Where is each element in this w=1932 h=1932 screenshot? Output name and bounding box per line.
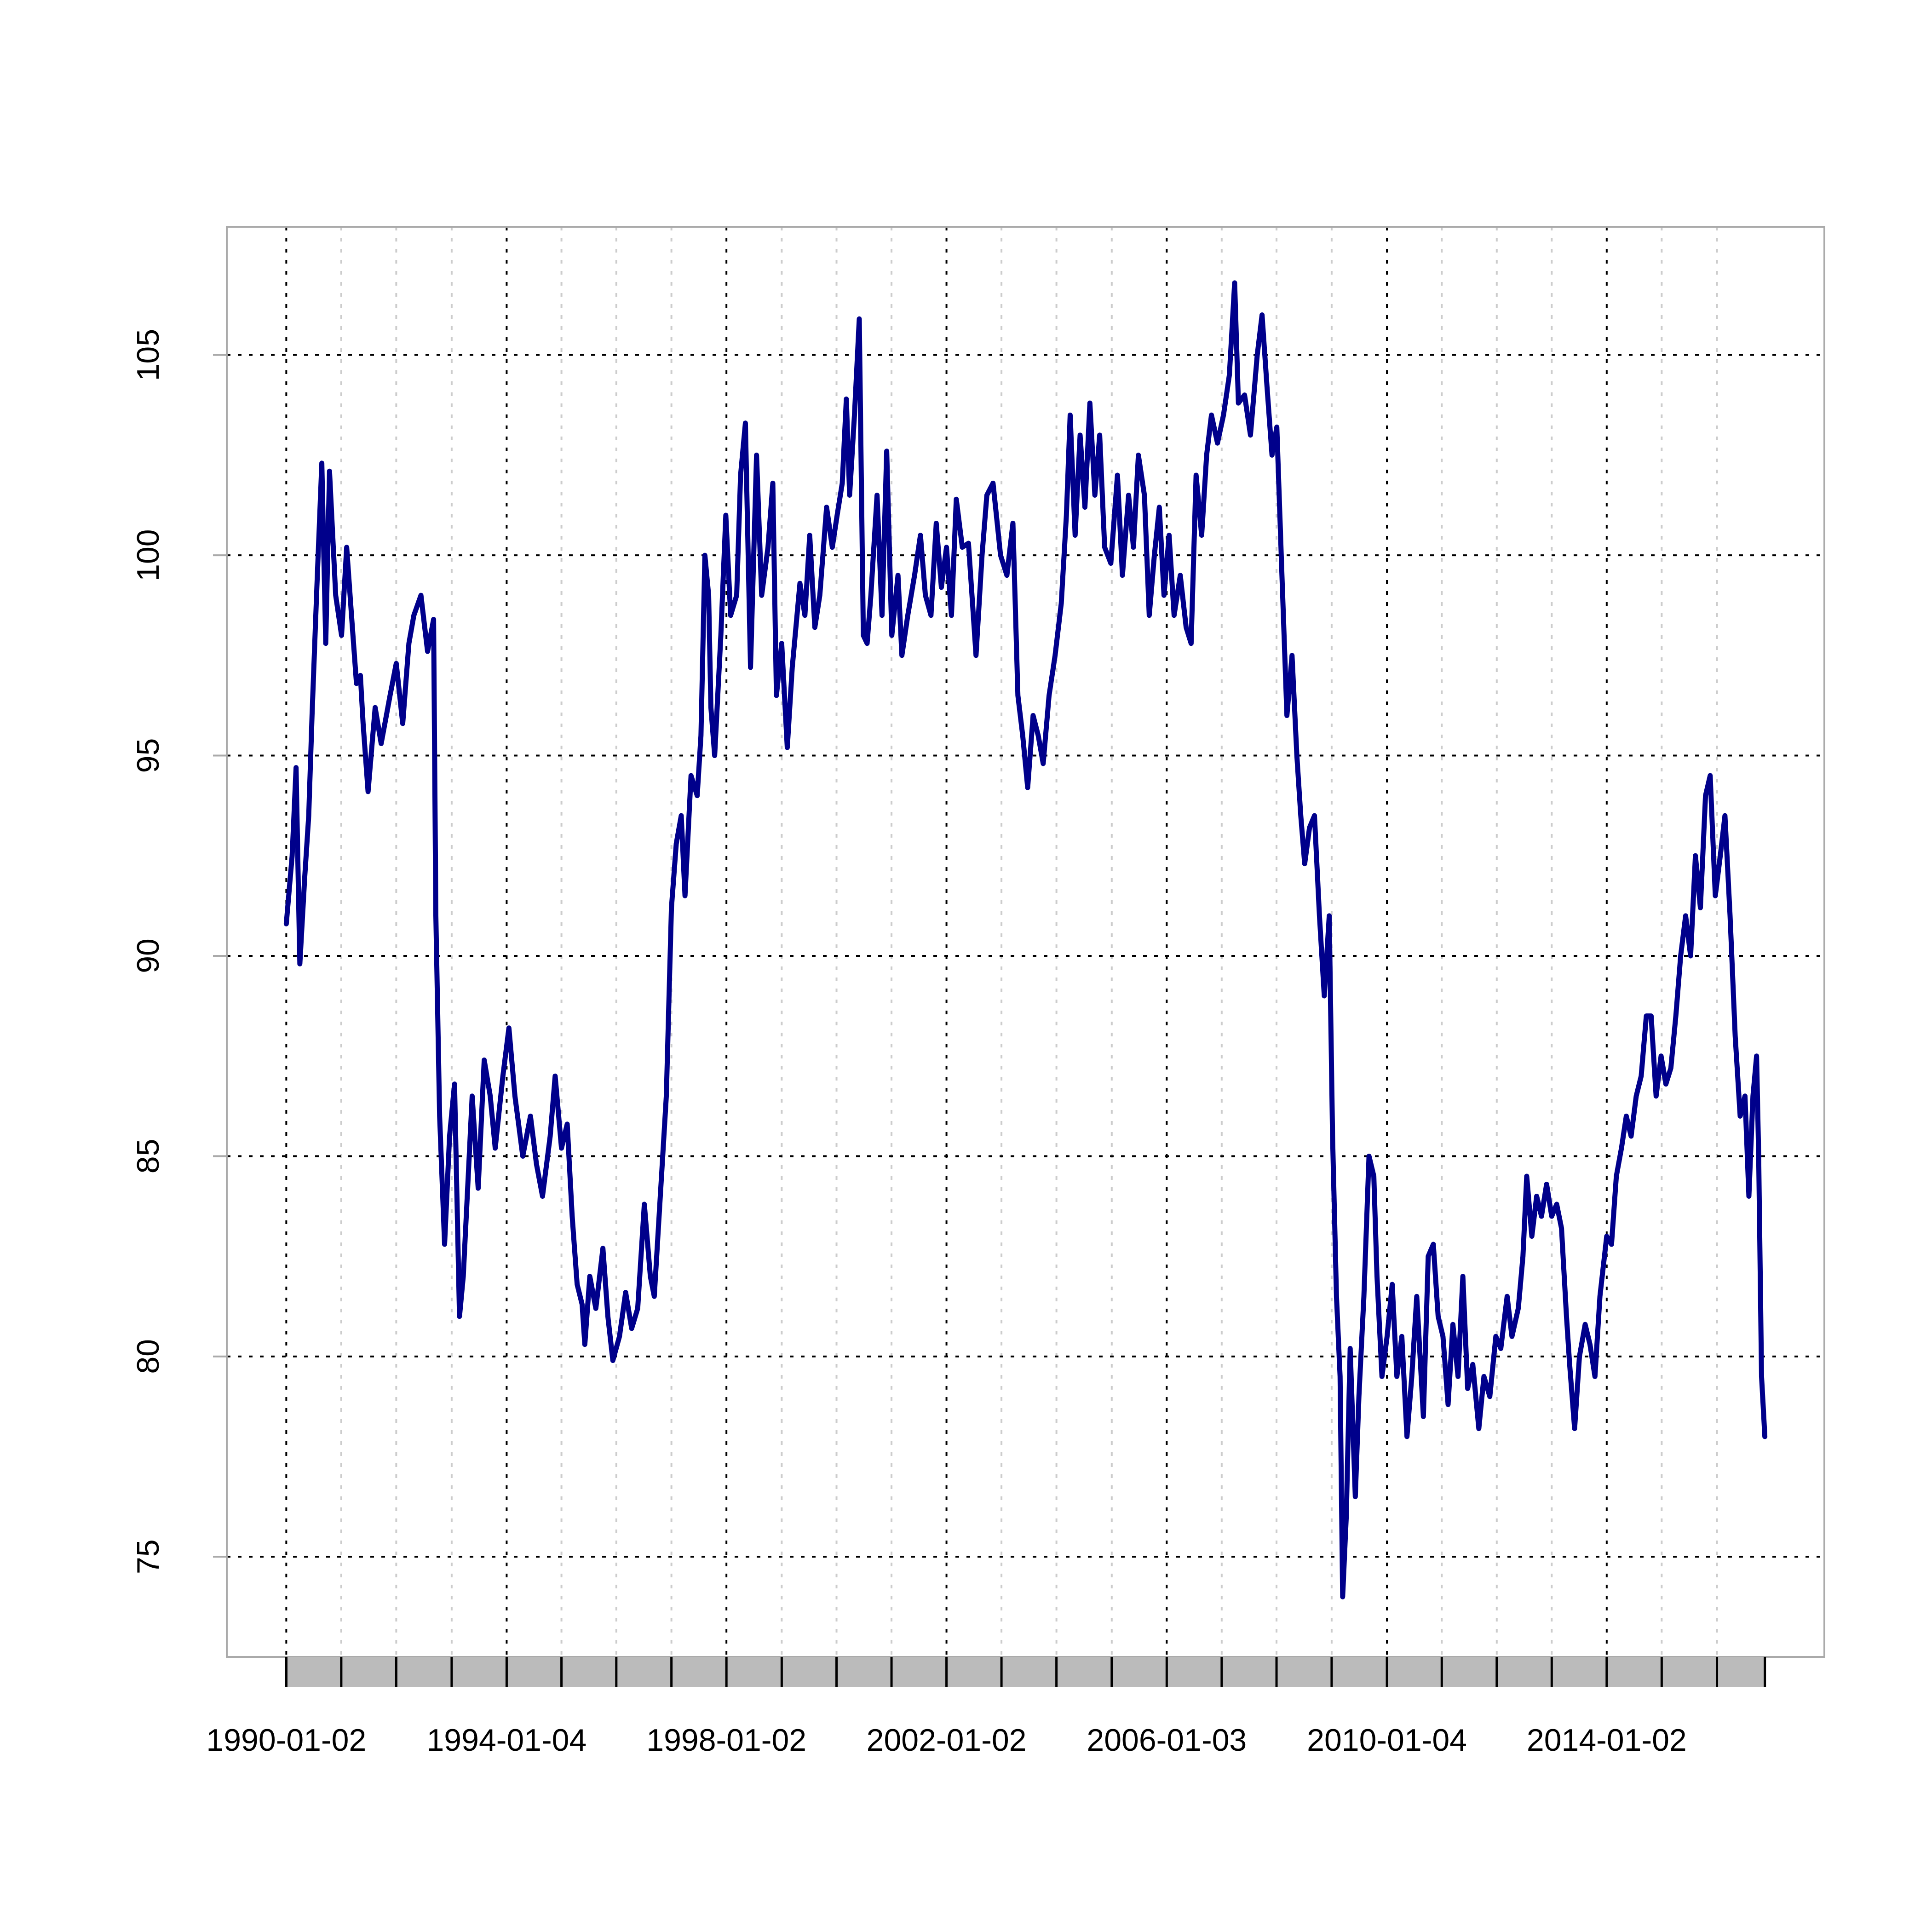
- y-tick-label: 95: [131, 738, 166, 773]
- x-tick-label: 2006-01-03: [1087, 1723, 1247, 1758]
- y-tick-label: 85: [131, 1139, 166, 1174]
- y-tick-label: 105: [131, 329, 166, 381]
- x-tick-label: 1998-01-02: [646, 1723, 806, 1758]
- x-tick-label: 1990-01-02: [206, 1723, 366, 1758]
- data-line: [283, 280, 1768, 1599]
- y-tick-label: 75: [131, 1539, 166, 1574]
- x-tick-label: 2002-01-02: [867, 1723, 1027, 1758]
- y-tick-label: 100: [131, 529, 166, 581]
- plot-frame: [226, 226, 1825, 1658]
- y-tick-label: 80: [131, 1339, 166, 1374]
- x-tick-label: 2010-01-04: [1307, 1723, 1467, 1758]
- y-tick-label: 90: [131, 938, 166, 973]
- x-tick-label: 1994-01-04: [426, 1723, 586, 1758]
- x-axis-bar: [286, 1657, 1765, 1687]
- x-tick-label: 2014-01-02: [1527, 1723, 1687, 1758]
